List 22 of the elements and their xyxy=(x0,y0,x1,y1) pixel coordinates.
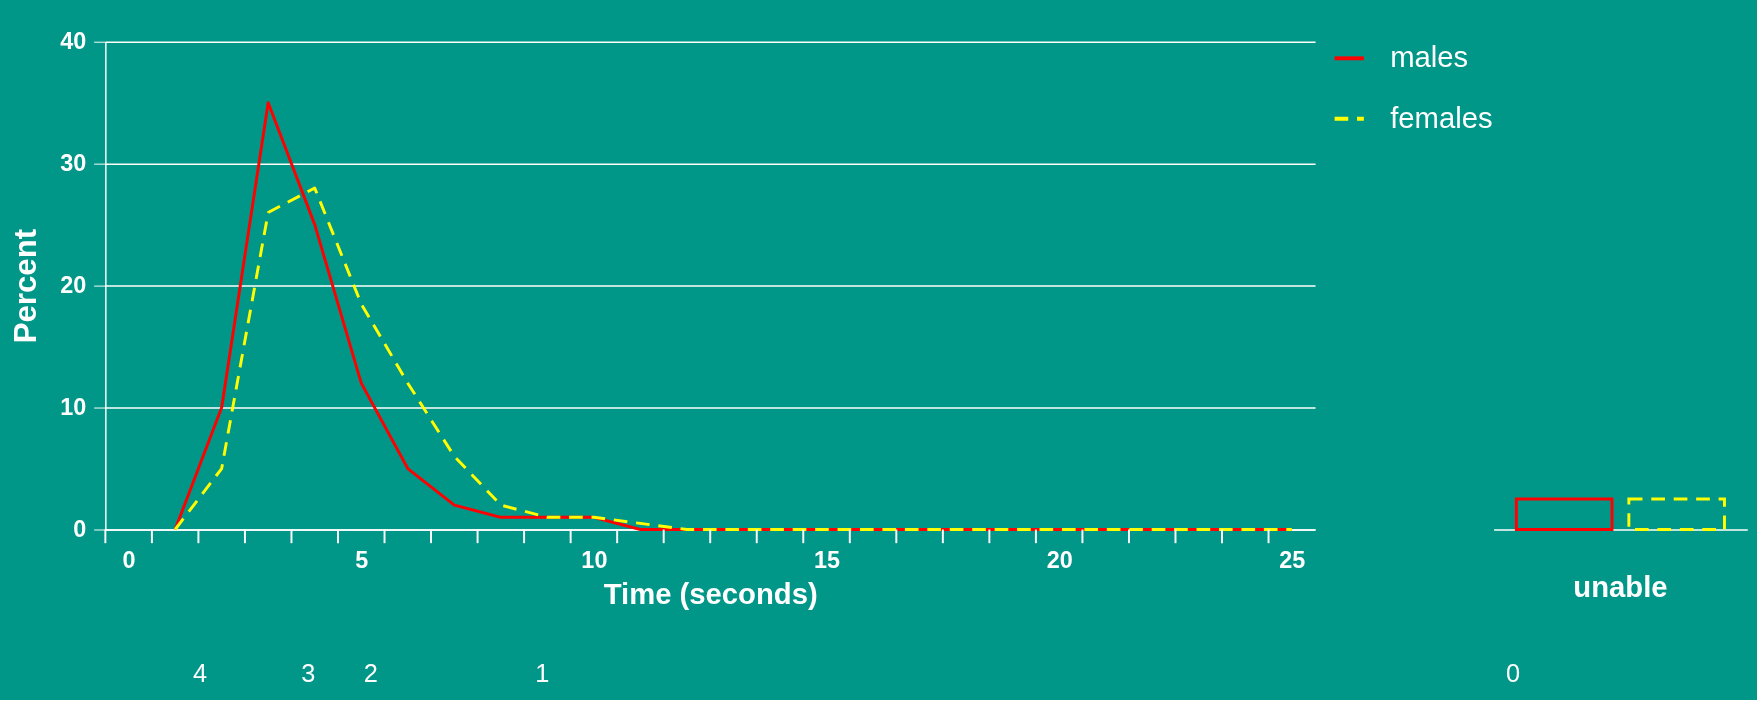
line-series xyxy=(173,186,1294,531)
y-axis-title: Percent xyxy=(7,228,43,344)
x-tick-label: 5 xyxy=(355,547,369,574)
text: 4 xyxy=(192,658,208,687)
x-tick-label: 20 xyxy=(1046,547,1073,574)
x-tick-label: 25 xyxy=(1279,547,1306,574)
legend-label: males xyxy=(1390,41,1469,74)
x-axis-title: Time (seconds) xyxy=(603,578,818,611)
x-tick-label: 0 xyxy=(122,547,136,574)
text: 0 xyxy=(1506,658,1521,687)
y-tick-label: 0 xyxy=(73,515,87,542)
y-tick-label: 40 xyxy=(60,28,87,55)
x-tick-label: 15 xyxy=(814,547,841,574)
text: 1 xyxy=(535,658,550,687)
x-tick-label: 10 xyxy=(581,547,608,574)
legend-label: females xyxy=(1390,101,1493,134)
y-tick-label: 20 xyxy=(60,271,87,298)
text: 3 xyxy=(301,658,316,687)
y-tick-label: 10 xyxy=(60,393,87,420)
text: 2 xyxy=(363,658,378,687)
x-tick-label: unable xyxy=(1573,571,1668,604)
y-tick-label: 30 xyxy=(60,149,87,176)
